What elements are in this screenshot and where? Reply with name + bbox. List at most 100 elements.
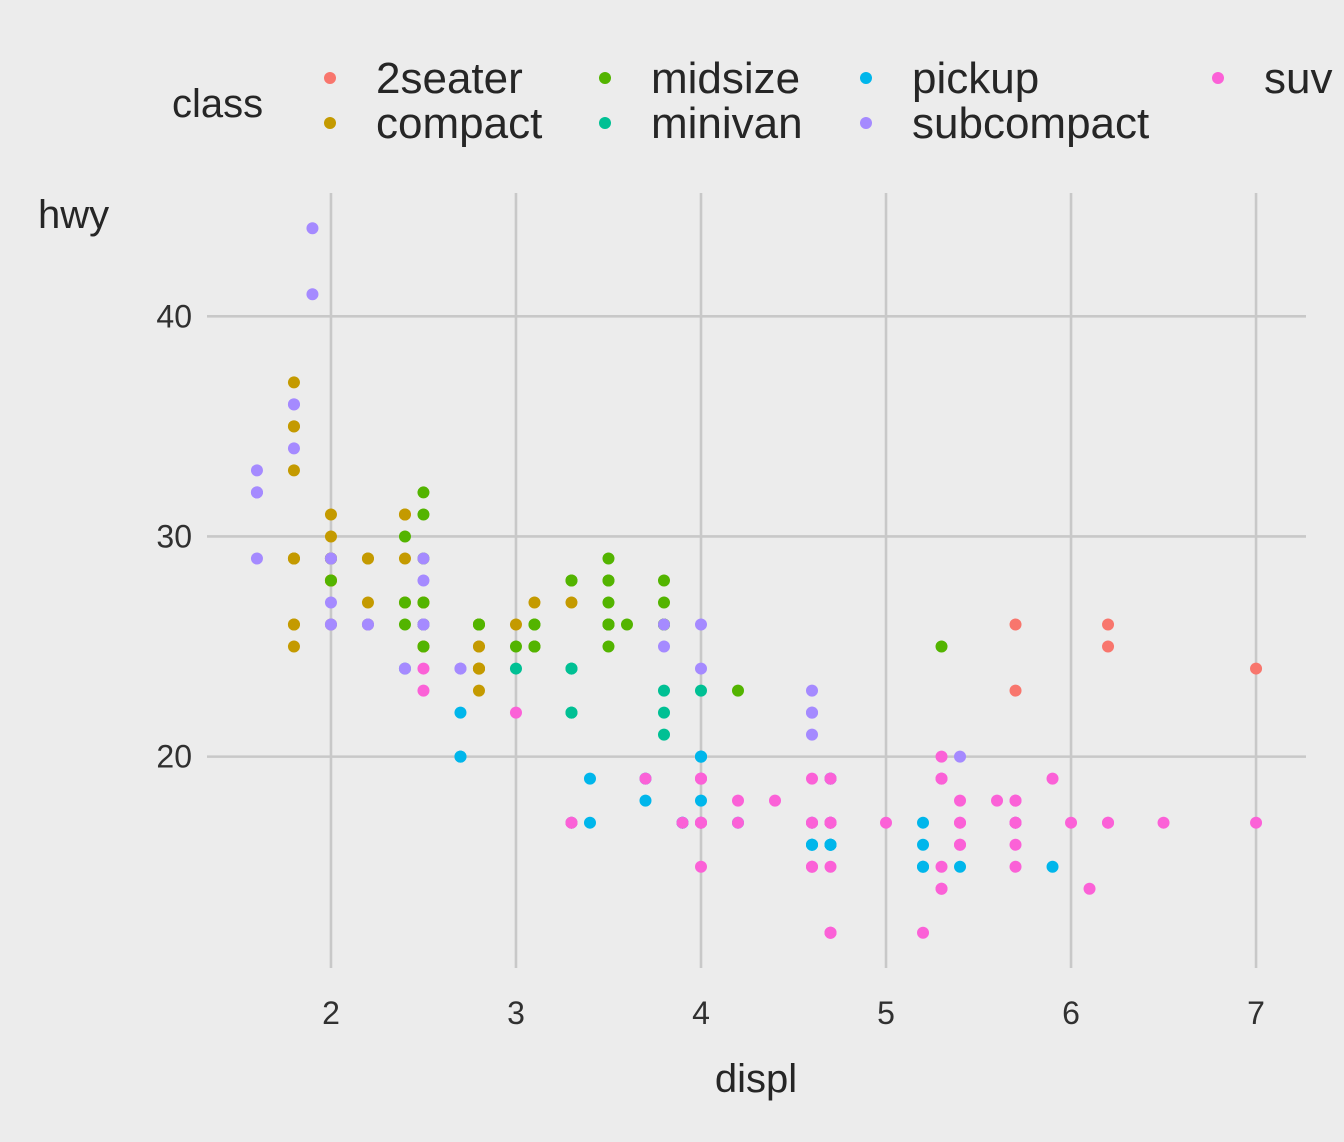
point-compact [528,596,541,609]
point-suv [806,816,819,829]
point-suv [1102,816,1115,829]
point-pickup [917,860,930,873]
point-minivan [657,684,670,697]
point-midsize [657,596,670,609]
point-compact [472,684,485,697]
point-suv [806,860,819,873]
point-midsize [935,640,948,653]
legend-key-minivan [599,117,611,129]
point-suv [935,882,948,895]
point-pickup [806,838,819,851]
point-pickup [454,706,467,719]
point-2seater [1009,618,1022,631]
legend-label-compact: compact [376,99,542,148]
point-compact [398,508,411,521]
data-points [250,222,1263,939]
point-subcompact [954,750,967,763]
point-subcompact [657,618,670,631]
point-suv [1009,838,1022,851]
point-midsize [602,574,615,587]
point-midsize [472,618,485,631]
point-compact [472,662,485,675]
y-tick-label: 30 [156,518,192,554]
point-minivan [657,728,670,741]
point-suv [417,662,430,675]
legend-label-2seater: 2seater [376,54,523,103]
point-subcompact [250,552,263,565]
point-midsize [620,618,633,631]
point-subcompact [324,552,337,565]
point-subcompact [454,662,467,675]
point-midsize [602,640,615,653]
point-subcompact [417,618,430,631]
x-tick-label: 4 [692,995,710,1031]
point-subcompact [417,552,430,565]
point-midsize [417,596,430,609]
point-suv [1046,772,1059,785]
legend-label-subcompact: subcompact [912,99,1149,148]
point-compact [287,376,300,389]
x-tick-label: 2 [322,995,340,1031]
point-suv [806,772,819,785]
point-subcompact [398,662,411,675]
point-midsize [657,574,670,587]
point-subcompact [287,398,300,411]
point-suv [1009,794,1022,807]
legend-key-compact [324,117,336,129]
point-midsize [565,574,578,587]
point-midsize [528,618,541,631]
point-midsize [528,640,541,653]
point-compact [509,618,522,631]
point-suv [1083,882,1096,895]
y-tick-label: 40 [156,298,192,334]
point-minivan [657,706,670,719]
point-pickup [639,794,652,807]
legend-key-suv [1212,72,1224,84]
point-suv [1157,816,1170,829]
point-pickup [917,816,930,829]
point-subcompact [324,596,337,609]
point-midsize [398,618,411,631]
point-compact [361,596,374,609]
point-2seater [1102,640,1115,653]
point-midsize [324,574,337,587]
legend-key-midsize [599,72,611,84]
point-pickup [583,772,596,785]
point-suv [509,706,522,719]
point-suv [417,684,430,697]
point-suv [694,816,707,829]
point-suv [954,816,967,829]
y-tick-label: 20 [156,739,192,775]
point-suv [1009,860,1022,873]
point-compact [398,552,411,565]
legend-title: class [172,82,263,126]
legend-key-2seater [324,72,336,84]
point-subcompact [306,222,319,235]
point-suv [824,926,837,939]
point-midsize [731,684,744,697]
point-compact [287,552,300,565]
point-suv [1065,816,1078,829]
legend-label-pickup: pickup [912,54,1039,103]
point-2seater [1009,684,1022,697]
point-pickup [917,838,930,851]
point-suv [824,860,837,873]
x-tick-label: 6 [1062,995,1080,1031]
point-pickup [954,860,967,873]
point-subcompact [324,618,337,631]
point-suv [1250,816,1263,829]
point-minivan [565,662,578,675]
point-minivan [694,684,707,697]
point-suv [917,926,930,939]
point-suv [694,860,707,873]
point-pickup [824,838,837,851]
point-subcompact [250,486,263,499]
point-suv [935,772,948,785]
point-suv [694,772,707,785]
point-compact [324,530,337,543]
grid [207,193,1306,968]
x-axis-ticks: 2 3 4 5 6 7 [322,995,1265,1031]
